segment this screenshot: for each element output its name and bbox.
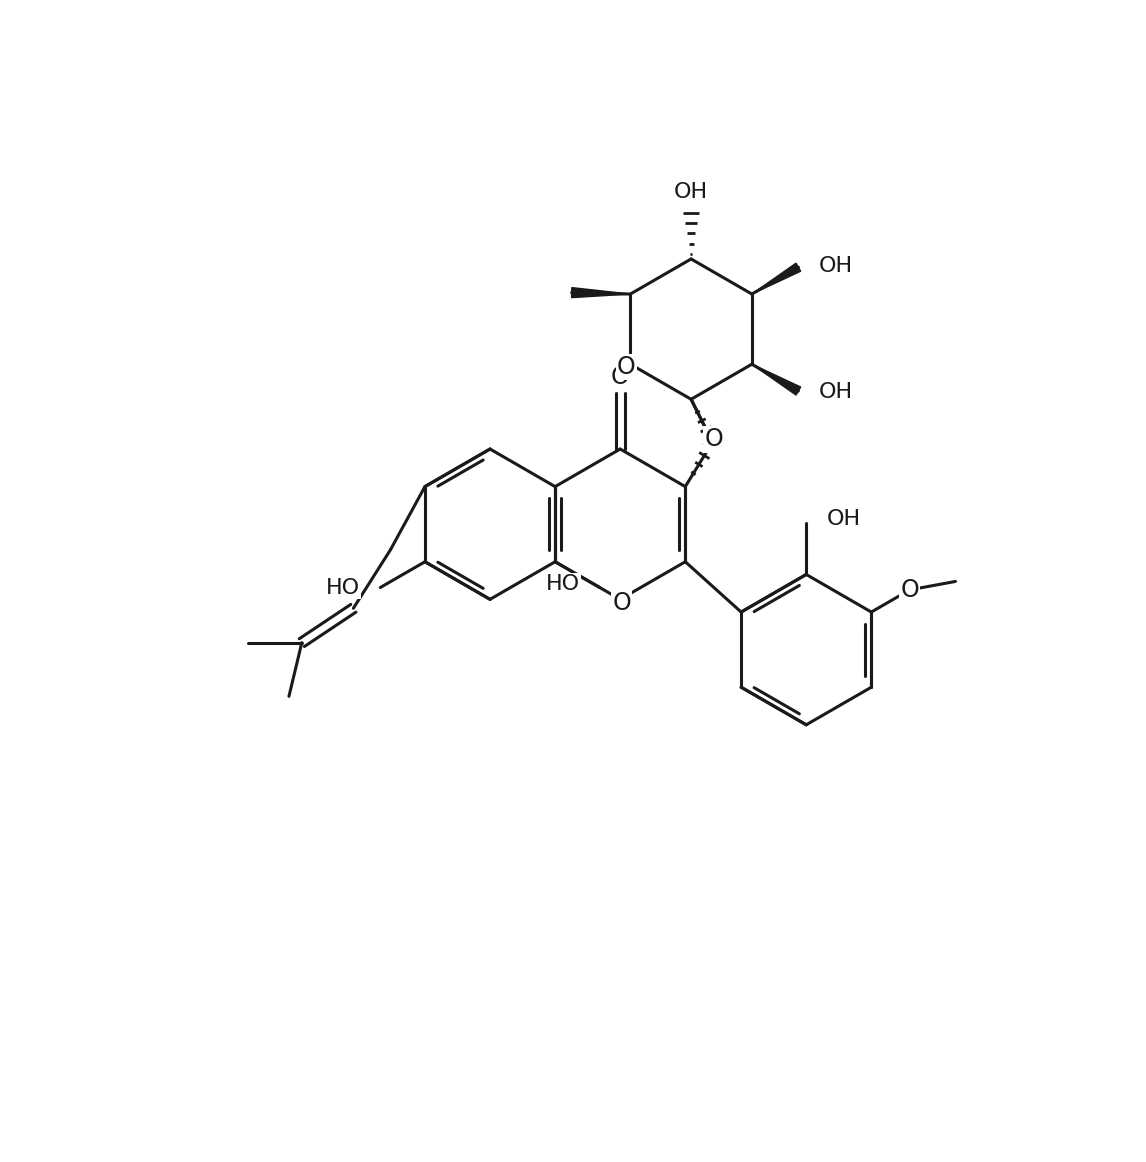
Text: OH: OH	[818, 256, 853, 275]
Polygon shape	[572, 288, 630, 297]
Text: O: O	[612, 591, 631, 615]
Text: OH: OH	[674, 181, 708, 202]
Text: O: O	[705, 428, 723, 451]
Text: O: O	[611, 365, 629, 389]
Text: O: O	[901, 578, 919, 602]
Text: HO: HO	[545, 574, 580, 594]
Polygon shape	[752, 364, 801, 395]
Text: HO: HO	[327, 578, 360, 597]
Polygon shape	[752, 263, 801, 294]
Text: OH: OH	[826, 509, 861, 530]
Text: OH: OH	[818, 382, 853, 402]
Text: O: O	[617, 356, 635, 379]
